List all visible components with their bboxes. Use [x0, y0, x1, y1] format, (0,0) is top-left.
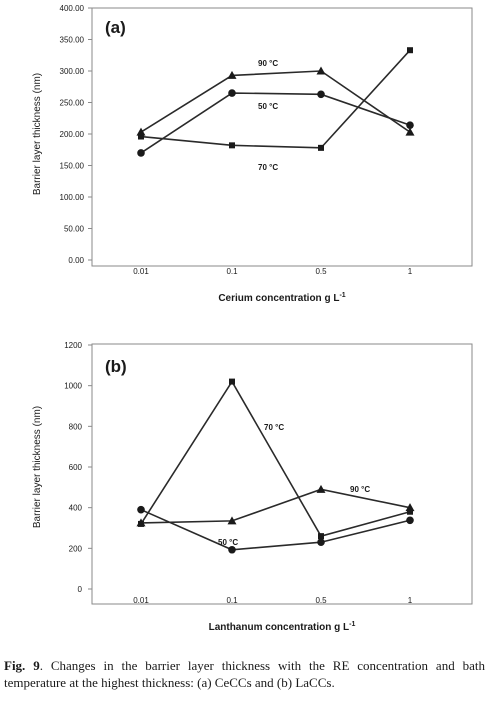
triangle-marker — [227, 516, 237, 525]
series-annotation: 50 °C — [218, 538, 238, 547]
series-line — [140, 380, 411, 538]
triangle-marker — [405, 503, 415, 512]
y-tick-label: 300.00 — [60, 67, 85, 76]
circle-marker — [228, 89, 236, 97]
y-tick-label: 100.00 — [60, 193, 85, 202]
chart-panel-b: 0 200 400 600 800 1000 1200 0.01 0.1 0.5 1 Lanthanu… — [32, 341, 473, 633]
plot-frame — [91, 7, 473, 267]
series-annotation: 90 °C — [350, 485, 370, 494]
series-circle: 50 °C — [137, 89, 414, 157]
x-tick-label: 0.01 — [133, 267, 149, 276]
y-tick-label: 800 — [69, 422, 83, 431]
y-tick-label: 600 — [69, 463, 83, 472]
x-axis-label: Cerium concentration g L-1 — [218, 292, 345, 304]
square-marker — [407, 47, 413, 54]
x-tick-label: 0.5 — [315, 267, 327, 276]
series-annotation: 70 °C — [258, 163, 278, 172]
square-marker — [318, 533, 324, 540]
triangle-marker — [136, 518, 146, 527]
y-tick-label: 1000 — [64, 382, 82, 391]
series-annotation: 50 °C — [258, 102, 278, 111]
x-tick-label: 0.01 — [133, 596, 149, 605]
circle-marker — [317, 538, 325, 547]
triangle-marker — [316, 66, 326, 75]
caption-label: Fig. 9 — [4, 658, 40, 673]
triangle-marker — [405, 127, 415, 136]
panel-label: (b) — [105, 357, 127, 376]
y-axis-label: Barrier layer thickness (nm) — [32, 406, 43, 528]
series-line — [140, 508, 411, 551]
plot-frame — [91, 343, 473, 605]
square-marker — [138, 133, 144, 140]
series-square: 70 °C — [138, 378, 413, 540]
y-tick-label: 1200 — [64, 341, 82, 350]
y-tick-label: 400 — [69, 504, 83, 513]
circle-marker — [137, 505, 145, 514]
y-tick-label: 150.00 — [60, 162, 85, 171]
series-line — [140, 488, 411, 524]
y-tick-label: 50.00 — [64, 225, 85, 234]
x-tick-label: 0.1 — [226, 596, 238, 605]
series-square: 70 °C — [138, 47, 413, 172]
circle-marker — [228, 545, 236, 554]
figure-caption: Fig. 9. Changes in the barrier layer thi… — [4, 657, 485, 691]
caption-text: . Changes in the barrier layer thickness… — [4, 658, 485, 690]
panel-label: (a) — [105, 18, 126, 37]
series-triangle: 90 °C — [136, 59, 415, 136]
y-tick-label: 200 — [69, 544, 83, 553]
triangle-marker — [227, 70, 237, 79]
y-tick-label: 0.00 — [68, 256, 84, 265]
x-axis-label: Lanthanum concentration g L-1 — [209, 621, 356, 633]
series-annotation: 70 °C — [264, 423, 284, 432]
series-line — [140, 49, 411, 149]
y-tick-label: 350.00 — [60, 36, 85, 45]
circle-marker — [406, 516, 414, 525]
series-line — [140, 70, 411, 133]
square-marker — [407, 508, 413, 515]
triangle-marker — [316, 484, 326, 493]
x-tick-label: 1 — [408, 267, 413, 276]
x-tick-label: 0.1 — [226, 267, 238, 276]
y-axis-label: Barrier layer thickness (nm) — [32, 73, 43, 195]
y-tick-label: 250.00 — [60, 99, 85, 108]
y-tick-label: 0 — [78, 585, 83, 594]
square-marker — [229, 378, 235, 385]
y-tick-label: 400.00 — [60, 4, 85, 13]
square-marker — [318, 144, 324, 151]
circle-marker — [137, 149, 145, 157]
x-tick-label: 1 — [408, 596, 413, 605]
x-tick-label: 0.5 — [315, 596, 327, 605]
series-triangle: 90 °C — [136, 484, 415, 527]
y-tick-label: 200.00 — [60, 130, 85, 139]
series-circle: 50 °C — [137, 505, 414, 554]
circle-marker — [317, 90, 325, 99]
circle-marker — [406, 121, 414, 129]
square-marker — [229, 142, 235, 149]
series-line — [140, 92, 411, 154]
chart-panel-a: 0.00 50.00 100.00 150.00 200.00 250.00 300.00 3… — [32, 4, 473, 304]
series-annotation: 90 °C — [258, 59, 278, 68]
